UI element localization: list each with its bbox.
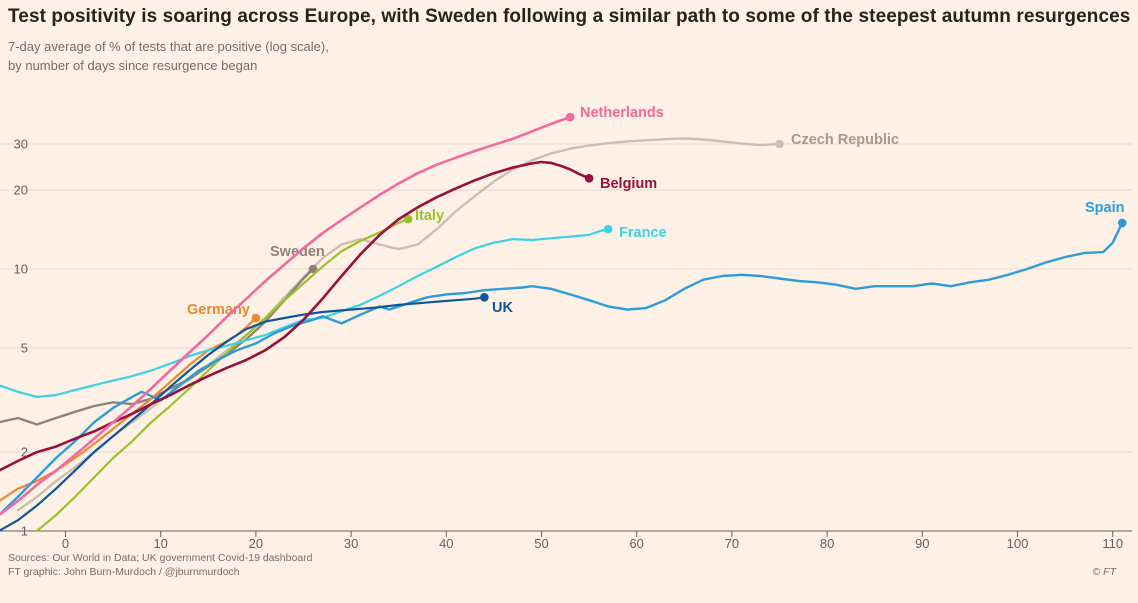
series-endpoint-netherlands [565, 112, 575, 122]
series-endpoint-spain [1117, 218, 1127, 228]
x-tick-label: 70 [725, 536, 739, 551]
series-label-germany: Germany [187, 302, 250, 318]
y-tick-label: 5 [21, 340, 28, 355]
chart-subtitle-line2: by number of days since resurgence began [8, 58, 258, 73]
x-tick-label: 60 [629, 536, 643, 551]
series-line-belgium [0, 160, 591, 472]
series-label-france: France [619, 225, 667, 241]
y-tick-label: 20 [14, 183, 28, 198]
series-endpoint-sweden [308, 264, 318, 274]
series-label-uk: UK [492, 300, 513, 316]
x-tick-label: 50 [534, 536, 548, 551]
y-tick-label: 2 [21, 445, 28, 460]
chart-subtitle: 7-day average of % of tests that are pos… [8, 37, 1138, 75]
x-tick-label: 110 [1102, 536, 1123, 551]
x-tick-label: 30 [344, 536, 358, 551]
x-tick-label: 0 [62, 536, 69, 551]
series-label-italy: Italy [415, 208, 444, 224]
series-line-spain [0, 221, 1124, 516]
x-tick-label: 10 [153, 536, 167, 551]
x-tick-label: 90 [915, 536, 929, 551]
line-chart: 1 2 5 10 20 30 0 10 20 30 40 50 60 70 80 90 100 110 Czech … [0, 105, 1132, 551]
y-tick-label: 10 [14, 262, 28, 277]
x-tick-label: 100 [1007, 536, 1029, 551]
series-label-spain: Spain [1085, 200, 1124, 216]
series-endpoint-belgium [584, 174, 594, 183]
x-tick-label: 80 [820, 536, 834, 551]
x-tick-label: 40 [439, 536, 453, 551]
series-endpoint-france [603, 224, 613, 234]
series-label-czech-republic: Czech Republic [791, 132, 899, 148]
series-endpoint-czech-republic [775, 139, 784, 149]
series-line-italy [35, 218, 410, 533]
credit-line: FT graphic: John Burn-Murdoch / @jburnmu… [8, 565, 240, 578]
series-endpoint-uk [480, 293, 489, 302]
source-notes: Sources: Our World in Data; UK governmen… [8, 552, 312, 579]
series-endpoint-germany [251, 313, 261, 323]
chart-subtitle-line1: 7-day average of % of tests that are pos… [8, 39, 329, 54]
series-endpoint-italy [403, 214, 413, 224]
series-line-netherlands [0, 115, 572, 516]
sources-line: Sources: Our World in Data; UK governmen… [8, 552, 313, 564]
series-line-sweden [0, 267, 315, 426]
series-line-uk [0, 296, 486, 532]
x-tick-label: 20 [249, 536, 263, 551]
ft-copyright: © FT [1092, 565, 1116, 578]
chart-title: Test positivity is soaring across Europe… [8, 6, 1131, 27]
series-label-netherlands: Netherlands [580, 105, 664, 121]
series-line-czech-republic [16, 137, 781, 512]
y-tick-label: 30 [14, 137, 28, 152]
series-label-belgium: Belgium [600, 176, 657, 192]
y-tick-label: 1 [21, 524, 28, 539]
chart-footer: Sources: Our World in Data; UK governmen… [8, 552, 1116, 579]
